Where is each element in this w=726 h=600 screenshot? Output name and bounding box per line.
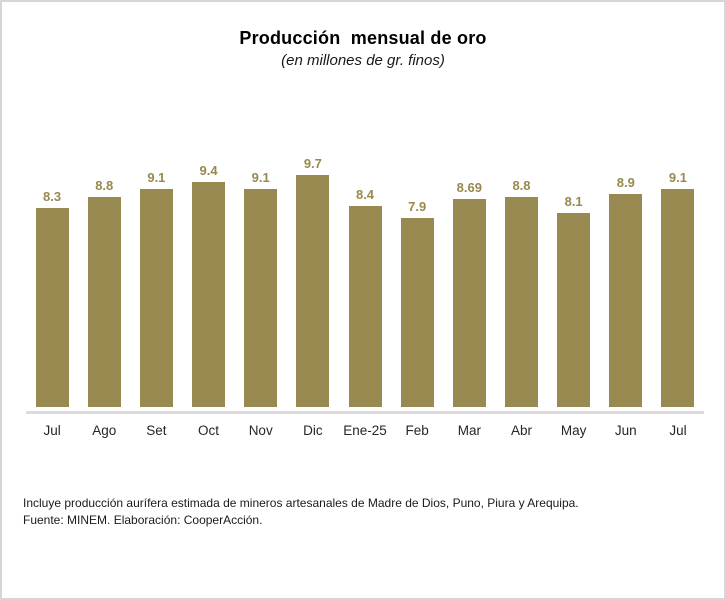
bar-group: 7.9 [391,199,443,407]
source-text: Fuente: MINEM. Elaboración: CooperAcción… [23,513,263,527]
bar [348,206,382,407]
x-axis-label: Ago [92,423,117,438]
bar-value-label: 8.69 [456,180,482,195]
footnote-text: Incluye producción aurífera estimada de … [23,496,579,510]
bar-group: 9.7 [287,156,339,407]
bar-group: 8.3 [26,189,78,407]
bar-value-label: 7.9 [408,199,427,214]
bar-value-label: 9.7 [303,156,322,171]
plot-area: 8.3 8.8 9.1 9.4 9.1 9.7 8.4 7.9 8.69 8.8 8.1 8.9 9.1 [26,156,704,407]
bar [557,213,591,407]
bar-group: 8.4 [339,187,391,407]
bar-group: 8.9 [600,175,652,407]
chart-header: Producción mensual de oro (en millones d… [2,2,724,69]
x-axis-label: Jul [669,423,687,438]
bar [87,197,121,407]
bar-value-label: 9.1 [147,170,166,185]
bar-value-label: 9.1 [668,170,687,185]
bar-value-label: 8.1 [564,194,583,209]
bar-group: 8.1 [548,194,600,407]
x-axis-label: Ene-25 [343,423,387,438]
bar-value-label: 9.1 [251,170,270,185]
bar [400,218,434,407]
bar-value-label: 8.9 [616,175,635,190]
bar-group: 9.1 [652,170,704,407]
bar-value-label: 8.3 [43,189,62,204]
x-axis-label: Feb [405,423,429,438]
x-axis-label: Oct [198,423,220,438]
x-axis-label: Jun [614,423,637,438]
bar-group: 9.1 [130,170,182,407]
bar-group: 8.8 [78,178,130,407]
x-axis-labels: Jul Ago Set Oct Nov Dic Ene-25 Feb Mar Abr May Jun J… [26,423,704,438]
bar-group: 9.1 [235,170,287,407]
bar [609,194,643,407]
bar [452,199,486,407]
bar [139,189,173,407]
x-axis-label: May [560,423,587,438]
bar-group: 8.69 [443,180,495,407]
bar [244,189,278,407]
x-axis-label: Dic [303,423,323,438]
bar-value-label: 9.4 [199,163,218,178]
bar [35,208,69,407]
x-axis-label: Jul [43,423,61,438]
chart-subtitle: (en millones de gr. finos) [281,52,445,69]
x-axis-label: Mar [457,423,481,438]
bar [661,189,695,407]
bar-group: 9.4 [182,163,234,407]
bar-value-label: 8.8 [95,178,114,193]
chart-title: Producción mensual de oro [239,28,487,48]
chart-footnote: Incluye producción aurífera estimada de … [23,495,601,529]
bar [296,175,330,407]
x-axis-label: Nov [248,423,273,438]
x-axis-label: Abr [510,423,532,438]
bar-value-label: 8.4 [355,187,375,202]
x-axis-label: Set [146,423,167,438]
x-axis-line [26,411,704,414]
bar-group: 8.8 [495,178,547,407]
bar-value-label: 8.8 [512,178,531,193]
bar [504,197,538,407]
bar [192,182,226,407]
